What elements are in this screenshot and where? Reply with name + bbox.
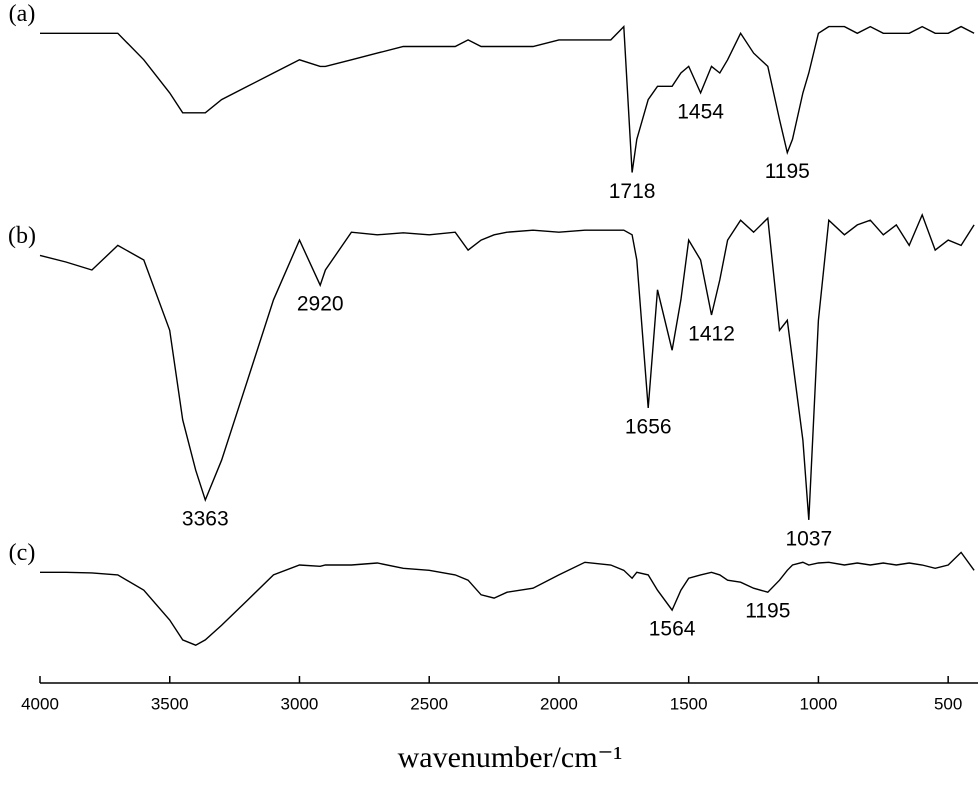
x-tick-label: 3000 [281,694,319,713]
x-tick-label: 500 [934,694,962,713]
spectrum-line [40,24,975,173]
peak-label: 1454 [677,100,724,123]
peak-label: 1564 [649,618,696,641]
curve-label: (c) [9,540,36,566]
peak-label: 1195 [765,160,810,183]
peak-label: 1195 [745,600,790,623]
spectrum-line [40,551,975,646]
peak-label: 1412 [688,323,735,346]
curve-label: (a) [9,1,36,27]
peak-label: 1037 [785,527,832,550]
peak-label: 1656 [625,415,672,438]
peak-label: 1718 [609,180,656,203]
x-tick-label: 2500 [410,694,448,713]
x-tick-label: 1000 [800,694,838,713]
peak-label: 3363 [182,508,229,531]
x-axis-label: wavenumber/cm⁻¹ [398,741,623,774]
x-tick-label: 2000 [540,694,578,713]
x-tick-label: 4000 [21,694,59,713]
curve-label: (b) [8,223,36,249]
x-tick-label: 1500 [670,694,708,713]
peak-label: 2920 [297,293,344,316]
x-tick-label: 3500 [151,694,189,713]
spectrum-line [39,213,975,520]
